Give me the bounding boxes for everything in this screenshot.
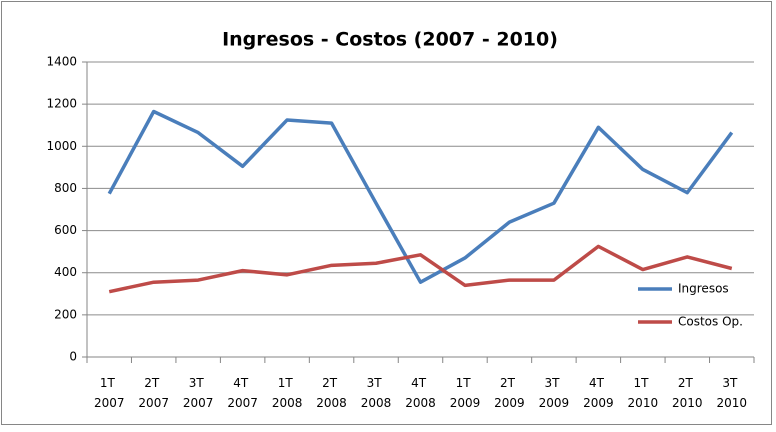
x-tick-label-line: 4T xyxy=(411,376,430,390)
x-tick-label-line: 2010 xyxy=(672,396,703,410)
x-tick-label: 4T 2009 xyxy=(583,376,614,410)
x-tick-label-line: 3T xyxy=(545,376,564,390)
x-tick-label: 3T 2007 xyxy=(183,376,214,410)
x-tick-label-line: 2T xyxy=(322,376,341,390)
y-tick-label: 1200 xyxy=(46,97,77,111)
legend-label: Costos Op. xyxy=(678,315,743,329)
x-tick-label: 3T 2009 xyxy=(539,376,570,410)
x-tick-label-line: 2008 xyxy=(361,396,392,410)
x-tick-label-line: 2009 xyxy=(494,396,525,410)
x-tick-label-line: 1T xyxy=(278,376,297,390)
x-tick-label-line: 2008 xyxy=(316,396,347,410)
x-tick-label-line: 4T xyxy=(589,376,608,390)
x-tick-label-line: 2009 xyxy=(539,396,570,410)
x-tick-label-line: 3T xyxy=(189,376,208,390)
x-tick-label-line: 2007 xyxy=(94,396,125,410)
x-tick-label-line: 2T xyxy=(500,376,519,390)
x-tick-label-line: 2T xyxy=(144,376,163,390)
y-tick-label: 1400 xyxy=(46,55,77,69)
chart-frame xyxy=(1,1,772,425)
x-tick-label-line: 2T xyxy=(678,376,697,390)
x-tick-label-line: 2007 xyxy=(138,396,169,410)
x-tick-label-line: 3T xyxy=(367,376,386,390)
y-tick-label: 400 xyxy=(54,265,77,279)
x-tick-label: 4T 2007 xyxy=(227,376,258,410)
legend-label: Ingresos xyxy=(678,282,729,296)
x-tick-label: 2T 2008 xyxy=(316,376,347,410)
x-tick-label: 1T 2007 xyxy=(94,376,125,410)
x-tick-label: 2T 2009 xyxy=(494,376,525,410)
x-tick-label-line: 1T xyxy=(100,376,119,390)
x-tick-label-line: 2008 xyxy=(272,396,303,410)
y-tick-label: 600 xyxy=(54,223,77,237)
x-tick-label: 3T 2008 xyxy=(361,376,392,410)
y-tick-label: 200 xyxy=(54,307,77,321)
y-tick-label: 1000 xyxy=(46,139,77,153)
x-tick-label-line: 2007 xyxy=(227,396,258,410)
x-tick-label-line: 3T xyxy=(722,376,741,390)
x-tick-label: 2T 2010 xyxy=(672,376,703,410)
x-tick-label-line: 2010 xyxy=(628,396,659,410)
x-tick-label: 1T 2008 xyxy=(272,376,303,410)
x-tick-label: 1T 2009 xyxy=(450,376,481,410)
x-tick-label-line: 4T xyxy=(233,376,252,390)
x-tick-label-line: 1T xyxy=(456,376,475,390)
x-tick-label: 3T 2010 xyxy=(716,376,747,410)
x-tick-label-line: 2010 xyxy=(716,396,747,410)
y-tick-label: 0 xyxy=(69,350,77,364)
line-series xyxy=(107,109,734,284)
x-tick-label-line: 2008 xyxy=(405,396,436,410)
y-tick-label: 800 xyxy=(54,181,77,195)
chart-title: Ingresos - Costos (2007 - 2010) xyxy=(222,29,558,51)
x-tick-label: 4T 2008 xyxy=(405,376,436,410)
x-tick-label: 2T 2007 xyxy=(138,376,169,410)
x-tick-label-line: 2009 xyxy=(583,396,614,410)
x-tick-label-line: 1T xyxy=(633,376,652,390)
line-series xyxy=(108,244,733,294)
x-tick-label-line: 2007 xyxy=(183,396,214,410)
x-tick-label-line: 2009 xyxy=(450,396,481,410)
x-tick-label: 1T 2010 xyxy=(628,376,659,410)
